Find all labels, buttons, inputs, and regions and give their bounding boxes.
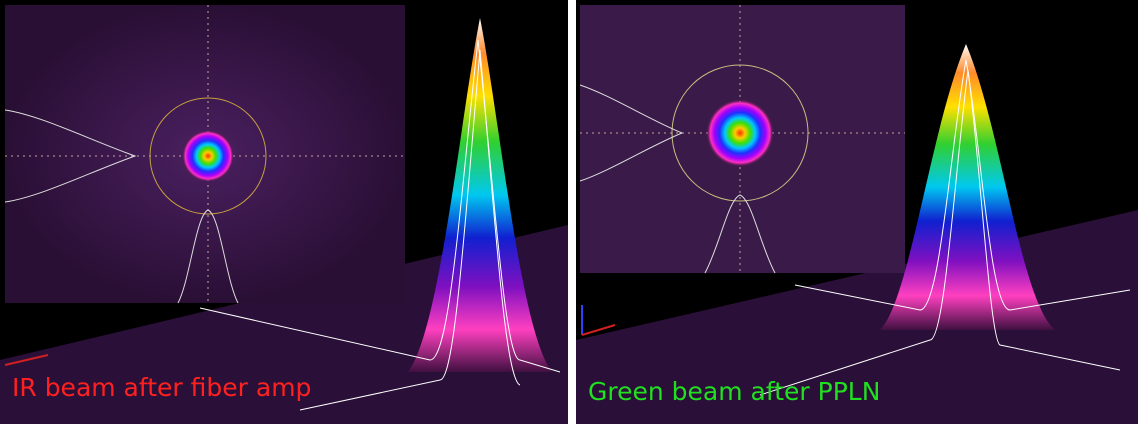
profile-x (579, 84, 684, 182)
caption: Green beam after PPLN (588, 377, 880, 406)
aperture-circle (671, 64, 809, 202)
peak-trace (759, 69, 1121, 396)
beam-spot (706, 99, 774, 167)
green-panel: Green beam after PPLN (576, 0, 1138, 424)
caption: IR beam after fiber amp (12, 373, 311, 402)
axis-marker (4, 354, 49, 366)
profile-x (4, 109, 137, 203)
ir-panel: IR beam after fiber amp (0, 0, 568, 424)
peak-trace (199, 39, 561, 373)
aperture-circle (149, 97, 267, 215)
floor-plane (0, 225, 568, 424)
peak-3d (880, 44, 1055, 330)
profile-y (177, 209, 239, 304)
peak-trace (794, 59, 1131, 311)
peak-3d (408, 18, 552, 372)
profile-y (704, 194, 776, 274)
beam-spot (182, 130, 234, 182)
axis-marker (581, 324, 616, 336)
peak-trace (299, 49, 521, 411)
